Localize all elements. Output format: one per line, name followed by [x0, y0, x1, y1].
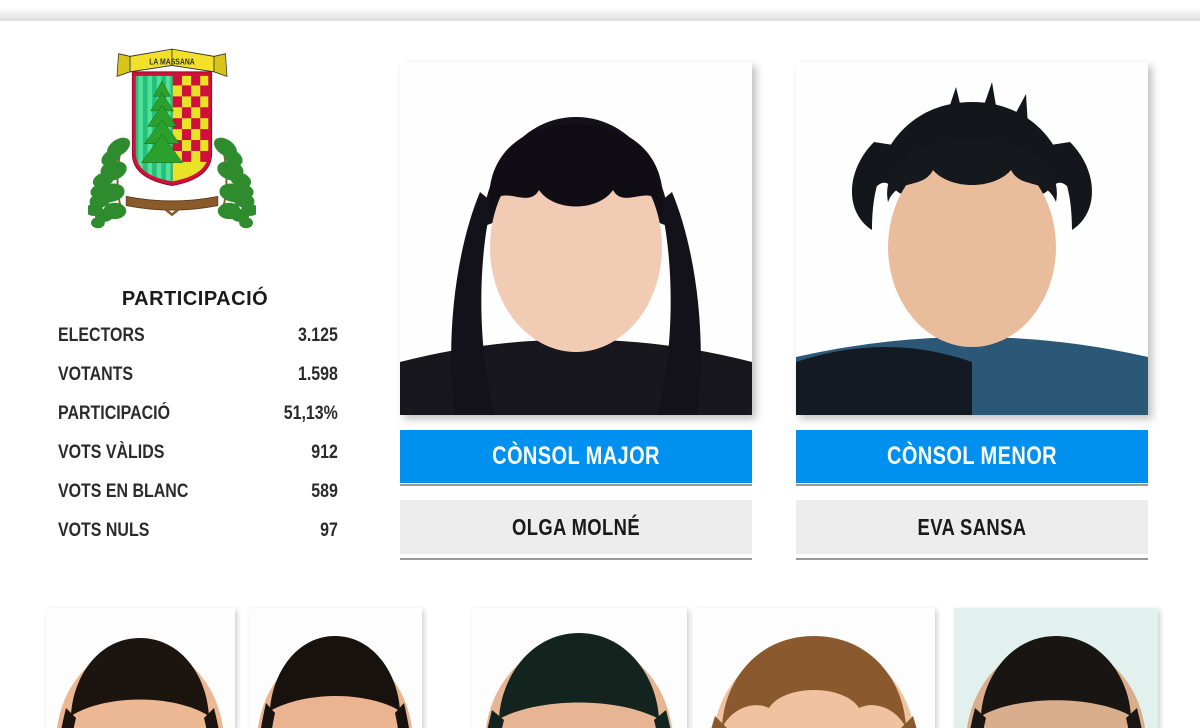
- svg-text:LA MASSANA: LA MASSANA: [149, 57, 195, 67]
